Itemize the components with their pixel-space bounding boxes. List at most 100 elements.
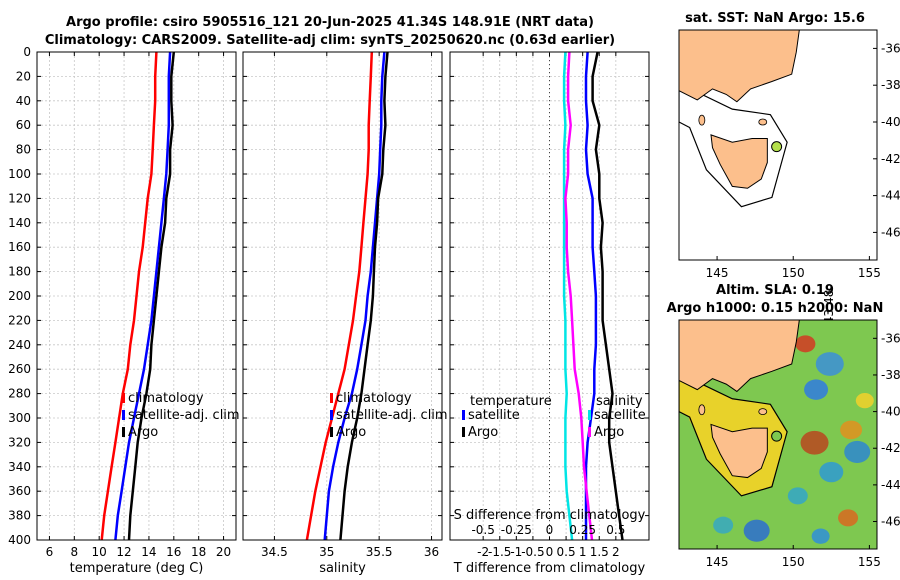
salinity-diff-tick-label: 0.25 [569, 523, 596, 537]
depth-tick-label: 400 [8, 533, 31, 547]
difference-temperature-legend-label: Argo [468, 425, 498, 440]
salinity-legend-swatch [330, 410, 333, 420]
salinity-legend-swatch [330, 393, 333, 403]
temperature-legend-swatch [122, 410, 125, 420]
temperature-xtick-label: 20 [216, 545, 231, 559]
sla-anomaly-blob [855, 392, 874, 409]
sst-map-title: sat. SST: NaN Argo: 15.6 [685, 11, 865, 26]
temperature-xtick-label: 18 [191, 545, 206, 559]
temperature-xtick-label: 14 [141, 545, 156, 559]
sst-map-group: 145 150 155 -36 -38 -40 -42 -44 -46 [678, 29, 900, 280]
difference-temperature-legend-swatch [462, 410, 465, 420]
sla-map-xtick-label: 150 [782, 555, 805, 569]
temperature-series-line [114, 51, 172, 541]
sst-map-frame [678, 29, 878, 261]
difference-group: -2-1.5-1-0.5 0 0.5 1 1.5 2T difference from c… [449, 51, 650, 576]
salinity-series-line [339, 51, 389, 541]
temperature-xtick-label: 12 [116, 545, 131, 559]
salinity-xtick-label: 35.5 [366, 545, 393, 559]
salinity-xlabel: salinity [319, 561, 366, 576]
salinity-diff-tick-label: -0.25 [501, 523, 532, 537]
temperature-xtick-label: 8 [70, 545, 78, 559]
sla-anomaly-blob [804, 379, 829, 400]
temperature-xlabel: temperature (deg C) [70, 561, 204, 576]
difference-xtick-label: -1.5 [488, 545, 511, 559]
temperature-xtick-label: 6 [46, 545, 54, 559]
depth-tick-label: 140 [8, 216, 31, 230]
depth-tick-label: 60 [16, 118, 31, 132]
sla-map-ytick-label: -38 [881, 368, 900, 382]
sla-anomaly-blob [800, 430, 829, 455]
sst-map-ytick-label: -42 [881, 152, 900, 166]
sla-anomaly-blob [795, 335, 816, 353]
depth-tick-label: 40 [16, 94, 31, 108]
difference-series-line [591, 51, 624, 541]
sla-map-title-line1: Altim. SLA: 0.19 [716, 283, 834, 298]
difference-temperature-legend-swatch [462, 427, 465, 437]
figure-title-line2: Climatology: CARS2009. Satellite-adj cli… [44, 33, 616, 48]
difference-temperature-legend-label: satellite [468, 408, 520, 423]
mainland-australia [679, 30, 800, 103]
depth-tick-label: 240 [8, 338, 31, 352]
temperature-series-line [100, 51, 158, 541]
sst-map-xtick-label: 150 [782, 266, 805, 280]
difference-xtick-label: -1 [510, 545, 522, 559]
sla-map-frame [678, 319, 878, 550]
difference-series-line [562, 51, 574, 541]
temperature-legend-swatch [122, 393, 125, 403]
depth-tick-label: 100 [8, 167, 31, 181]
sla-map-title-line2: Argo h1000: 0.15 h2000: NaN [666, 301, 884, 316]
argo-float-marker [771, 430, 783, 442]
sla-anomaly-blob [743, 519, 770, 542]
legend-temperature-heading: temperature [470, 394, 552, 409]
difference-xtick-label: 0.5 [557, 545, 576, 559]
sla-map-content [679, 320, 877, 549]
difference-xtick-label: 1 [579, 545, 587, 559]
difference-xtick-label: -2 [477, 545, 489, 559]
difference-salinity-legend-swatch [588, 427, 591, 437]
temperature-legend-label: Argo [128, 425, 158, 440]
depth-tick-label: 180 [8, 265, 31, 279]
sla-map-ytick-label: -40 [881, 405, 900, 419]
depth-tick-label: 280 [8, 387, 31, 401]
difference-xlabel-top: S difference from climatology [454, 508, 646, 523]
salinity-diff-tick-label: 0 [546, 523, 554, 537]
tasmania [710, 423, 768, 479]
sst-map-ytick-label: -46 [881, 225, 900, 239]
sla-map-ytick-label: -46 [881, 515, 900, 529]
temperature-legend-swatch [122, 427, 125, 437]
sla-anomaly-blob [819, 461, 844, 483]
temperature-group: 6 8 10 12 14 16 18 20 temperature (deg C) 0 20 40 60… [8, 45, 240, 576]
depth-tick-label: 300 [8, 411, 31, 425]
temperature-series-line [127, 51, 176, 541]
sla-map-ytick-label: -42 [881, 441, 900, 455]
sla-anomaly-blob [811, 528, 830, 544]
flinders-island [758, 118, 768, 126]
sst-map-ytick-label: -40 [881, 115, 900, 129]
temperature-frame [36, 51, 237, 541]
temperature-legend-label: satellite-adj. clim [128, 408, 240, 423]
sla-map-ytick-label: -36 [881, 331, 900, 345]
sla-anomaly-blob [787, 487, 808, 505]
depth-tick-label: 260 [8, 362, 31, 376]
depth-tick-label: 20 [16, 69, 31, 83]
salinity-diff-tick-label: 0.5 [606, 523, 625, 537]
salinity-series-line [305, 51, 374, 541]
sla-map-group: 145 150 155 -36 -38 -40 -42 -44 -46 [678, 319, 900, 569]
sla-anomaly-blob [815, 352, 844, 376]
depth-tick-label: 340 [8, 460, 31, 474]
depth-tick-label: 360 [8, 484, 31, 498]
figure-title-line1: Argo profile: csiro 5905516_121 20-Jun-2… [66, 15, 594, 30]
depth-tick-label: 320 [8, 435, 31, 449]
salinity-legend-label: Argo [336, 425, 366, 440]
sla-map-ytick-label: -44 [881, 478, 900, 492]
depth-tick-label: 120 [8, 191, 31, 205]
sla-anomaly-blob [838, 509, 859, 527]
depth-tick-label: 380 [8, 509, 31, 523]
difference-xtick-label: 0 [546, 545, 554, 559]
depth-tick-label: 200 [8, 289, 31, 303]
sst-map-content [679, 30, 877, 260]
salinity-frame [242, 51, 443, 541]
king-island [698, 404, 706, 416]
